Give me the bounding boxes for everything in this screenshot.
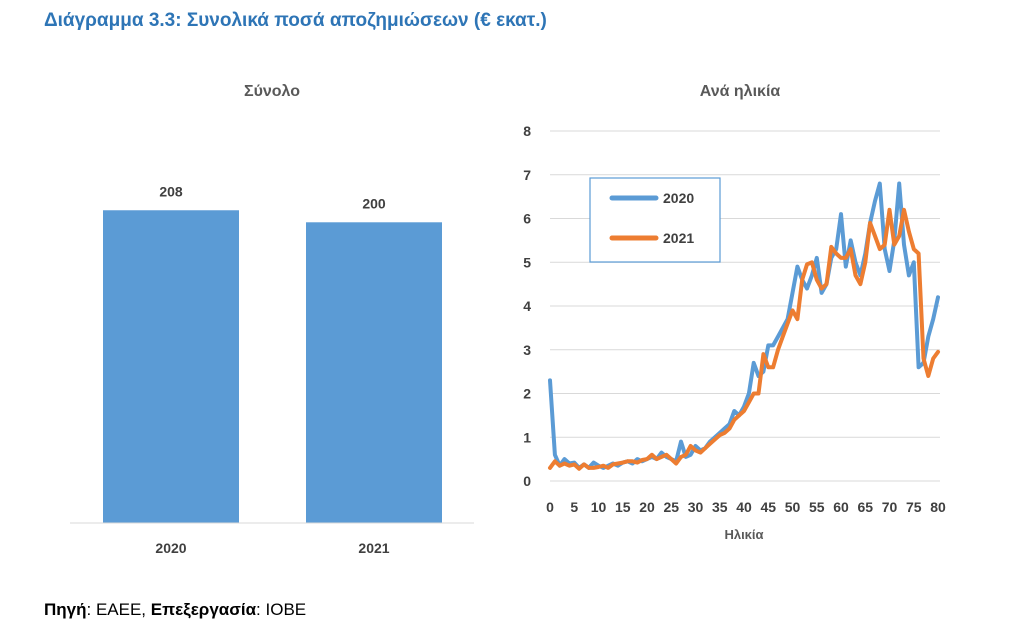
bar-data-label-2020: 208 [159, 183, 183, 199]
x-tick-40: 40 [736, 499, 752, 515]
y-tick-3: 3 [523, 342, 531, 358]
x-tick-35: 35 [712, 499, 728, 515]
series-line-2021 [548, 207, 940, 471]
legend-box [589, 177, 721, 263]
y-tick-4: 4 [523, 298, 531, 314]
x-tick-60: 60 [833, 499, 849, 515]
x-tick-25: 25 [663, 499, 679, 515]
x-tick-70: 70 [882, 499, 898, 515]
x-tick-20: 20 [639, 499, 655, 515]
x-tick-75: 75 [906, 499, 922, 515]
bar-2020 [103, 210, 239, 523]
x-tick-65: 65 [857, 499, 873, 515]
x-tick-15: 15 [615, 499, 631, 515]
bar-chart-title: Σύνολο [244, 83, 300, 100]
x-tick-30: 30 [688, 499, 704, 515]
line-x-axis-label: Ηλικία [724, 527, 763, 542]
bar-data-label-2021: 200 [362, 195, 386, 211]
x-tick-10: 10 [591, 499, 607, 515]
bar-2021 [306, 222, 442, 524]
bar-category-2020: 2020 [155, 540, 186, 556]
x-tick-45: 45 [760, 499, 776, 515]
x-tick-55: 55 [809, 499, 825, 515]
source-value: : ΕΑΕΕ, [86, 600, 151, 619]
source-note: Πηγή: ΕΑΕΕ, Επεξεργασία: ΙΟΒΕ [44, 600, 306, 620]
source-label: Πηγή [44, 600, 87, 619]
y-tick-8: 8 [523, 123, 531, 139]
processing-value: : ΙΟΒΕ [256, 600, 307, 619]
bar-category-labels: 2020 2021 [155, 540, 389, 556]
line-x-tick-labels: 0 5 10 15 20 25 30 35 40 45 50 55 60 65 70 75 80 [546, 499, 946, 515]
x-tick-0: 0 [546, 499, 554, 515]
y-tick-2: 2 [523, 386, 531, 402]
bar-chart-total: Σύνολο 208 200 2020 2021 [70, 83, 474, 556]
processing-label: Επεξεργασία [150, 600, 257, 619]
y-tick-7: 7 [523, 167, 531, 183]
x-tick-5: 5 [570, 499, 578, 515]
bar-category-2021: 2021 [358, 540, 389, 556]
bar-marks: 208 200 [103, 183, 442, 524]
y-tick-6: 6 [523, 211, 531, 227]
figure-title: Διάγραμμα 3.3: Συνολικά ποσά αποζημιώσεω… [44, 10, 547, 31]
line-gridlines [550, 130, 940, 482]
legend-label-2020: 2020 [663, 190, 694, 206]
y-tick-5: 5 [523, 254, 531, 270]
x-tick-50: 50 [785, 499, 801, 515]
line-series [548, 181, 940, 471]
y-tick-1: 1 [523, 429, 531, 445]
legend-label-2021: 2021 [663, 230, 694, 246]
y-tick-0: 0 [523, 473, 531, 489]
line-y-tick-labels: 0 1 2 3 4 5 6 7 8 [523, 123, 531, 489]
x-tick-80: 80 [930, 499, 946, 515]
line-chart-title: Ανά ηλικία [700, 83, 781, 100]
line-legend: 2020 2021 [589, 177, 721, 263]
